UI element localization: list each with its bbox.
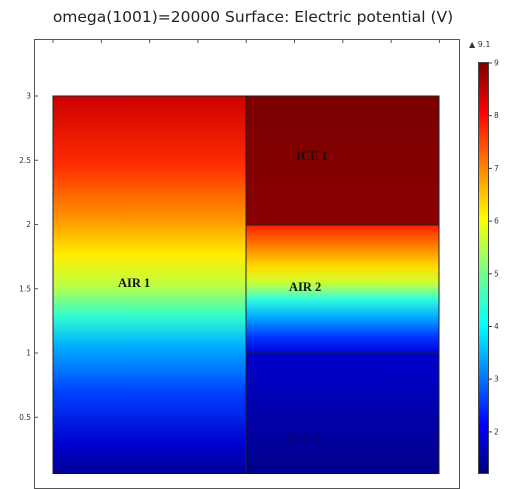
colorbar-tick-label: 6 [494,217,499,226]
region-label-air-2: AIR 2 [289,280,321,294]
colorbar-tick-label: 4 [494,322,499,331]
plot-title: omega(1001)=20000 Surface: Electric pote… [52,8,454,26]
region-label-ice-1: ICE 1 [296,149,328,163]
region-label-air-1: AIR 1 [118,276,150,290]
y-tick-label: 0.5 [19,413,31,422]
y-tick-label: 2 [26,220,31,229]
colorbar [478,62,489,474]
y-tick-label: 2.5 [19,156,31,165]
y-axis: 3 2.5 2 1.5 1 0.5 [19,92,38,422]
colorbar-tick-label: 7 [494,164,499,173]
plot-area: AIR 1 AIR 2 ICE 1 ICE 2 3 2.5 2 1.5 1 0.5 9 8 7… [19,39,499,474]
colorbar-tick-label: 2 [494,427,499,436]
colorbar-max-label: ▲ 9.1 [469,40,491,49]
region-label-ice-2: ICE 2 [288,431,320,445]
colorbar-tick-label: 5 [494,269,499,278]
region-air-1-field [53,96,246,474]
y-tick-label: 1 [26,349,31,358]
colorbar-tick-label: 8 [494,111,499,120]
colorbar-axis: 9 8 7 6 5 4 3 2 [489,59,499,436]
region-air-2-field [246,225,439,353]
region-ice-2-field [246,353,439,474]
region-ice-1-field [246,96,439,225]
top-axis-ticks [52,39,440,43]
y-tick-label: 1.5 [19,284,31,293]
y-tick-label: 3 [26,92,31,101]
colorbar-tick-label: 3 [494,375,499,384]
colorbar-tick-label: 9 [494,59,499,68]
